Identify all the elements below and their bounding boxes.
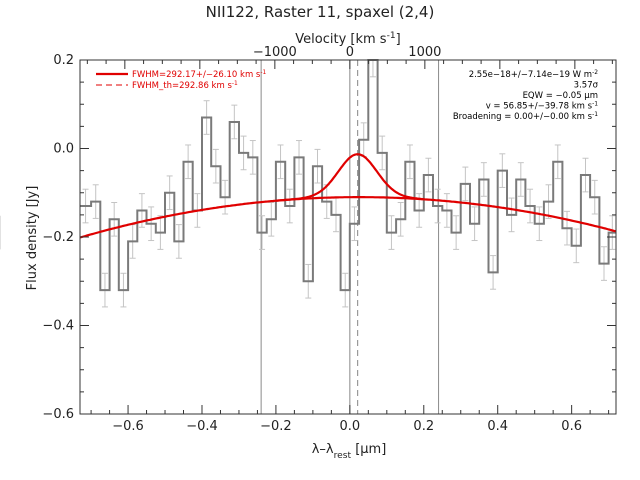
x-tick-label: 0.0 [340,419,361,434]
annotation-line-0: 2.55e−18+/−7.14e−19 W m-2 [469,69,599,81]
legend: FWHM=292.17+/−26.10 km s-1FWHM_th=292.86… [96,69,267,92]
y-tick-label: 0.2 [53,53,74,68]
annotation-line-4: Broadening = 0.00+/−0.00 km s-1 [453,111,598,123]
y-tick-label: 0.0 [53,142,74,157]
spectrum-step-line [80,59,616,292]
annotation-line-3: v = 56.85+/−39.78 km s-1 [486,100,599,112]
x-tick-label: −0.6 [112,419,144,434]
x-tick-label: 0.2 [413,419,434,434]
y-axis-label: Flux density [Jy] [25,186,40,291]
top-tick-label: −1000 [253,45,297,60]
chart-title: NII122, Raster 11, spaxel (2,4) [206,3,435,21]
y-tick-label: −0.4 [42,319,74,334]
top-tick-label: 1000 [408,45,441,60]
x-tick-label: 0.4 [487,419,508,434]
gaussian-fit-line [275,153,424,202]
top-axis-label: Velocity [km s-1] [295,31,400,47]
annotation-line-2: EQW = −0.05 μm [523,91,598,101]
x-tick-label: 0.6 [561,419,582,434]
annotation-line-1: 3.57σ [574,81,599,91]
x-tick-label: −0.4 [186,419,218,434]
legend-label-1: FWHM_th=292.86 km s-1 [132,80,238,92]
y-tick-label: −0.6 [42,407,74,422]
error-bar-31 [369,59,376,78]
top-tick-label: 0 [346,45,354,60]
x-tick-label: −0.2 [260,419,292,434]
legend-label-0: FWHM=292.17+/−26.10 km s-1 [132,69,267,81]
x-axis-label: λ–λrest [μm] [312,442,387,461]
y-tick-label: −0.2 [42,230,74,245]
